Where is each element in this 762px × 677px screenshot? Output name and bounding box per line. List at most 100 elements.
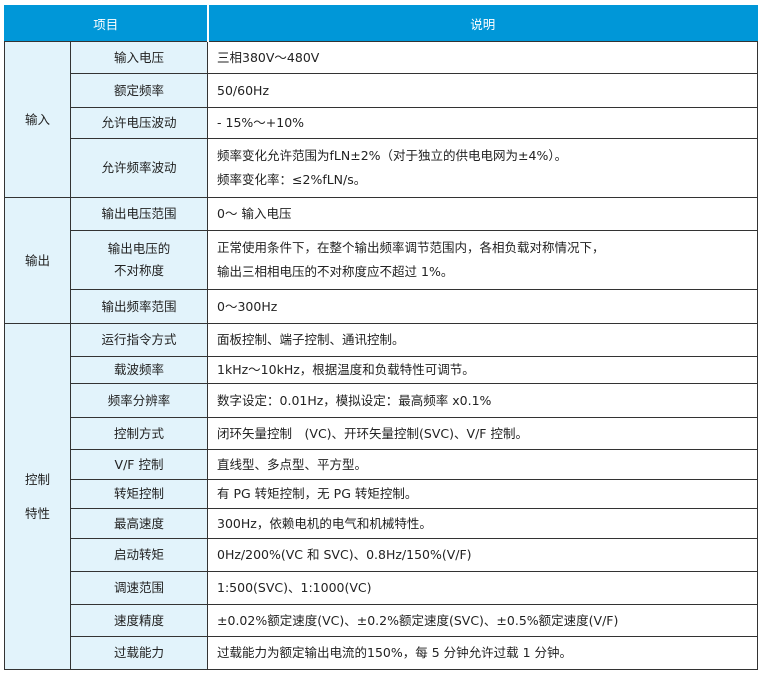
table-row: 允许电压波动 - 15%～+10% [5, 107, 758, 139]
text-line: 输出频率范围 [101, 298, 177, 314]
group-label: 输出 [4, 197, 71, 324]
text-line: 启动转矩 [114, 547, 165, 562]
text-line: 运行指令方式 [101, 332, 177, 347]
text-line: 最高速度 [114, 515, 165, 531]
item-description: 闭环矢量控制 (VC)、开环矢量控制(SVC)、V/F 控制。 [207, 417, 758, 450]
header-item: 项目 [3, 5, 209, 42]
item-label: 载波频率 [69, 356, 209, 384]
text-line: 允许电压波动 [101, 115, 177, 130]
table-row: 输入 输入电压 三相380V～480V [4, 41, 758, 198]
text-line: 面板控制、端子控制、通讯控制。 [217, 332, 405, 347]
text-line: - 15%～+10% [217, 115, 305, 130]
table-row: 速度精度 ±0.02%额定速度(VC)、±0.2%额定速度(SVC)、±0.5%额… [5, 604, 758, 637]
item-label: 调速范围 [69, 571, 209, 605]
item-description: 有 PG 转矩控制，无 PG 转矩控制。 [207, 479, 758, 509]
table-row: 启动转矩 0Hz/200%(VC 和 SVC)、0.8Hz/150%(V/F) [5, 538, 758, 572]
text-line: 控制方式 [114, 425, 165, 441]
item-description: 正常使用条件下，在整个输出频率调节范围内，各相负载对称情况下， 输出三相相电压的不… [207, 230, 758, 290]
text-line: 闭环矢量控制 (VC)、开环矢量控制(SVC)、V/F 控制。 [217, 425, 528, 441]
item-description: 300Hz，依赖电机的电气和机械特性。 [207, 508, 758, 539]
text-line: 1kHz～10kHz，根据温度和负载特性可调节。 [217, 362, 475, 377]
text-line: 频率变化允许范围为fLN±2%（对于独立的供电电网为±4%）。 [217, 148, 568, 163]
group-label: 输入 [4, 41, 71, 198]
table-row: 转矩控制 有 PG 转矩控制，无 PG 转矩控制。 [5, 479, 758, 509]
header-row: 项目 说明 [3, 5, 758, 42]
table-row: 控制特性 运行指令方式 面板控制、端子控制、通讯控制。 [4, 323, 758, 670]
text-line: 过载能力为额定输出电流的150%，每 5 分钟允许过载 1 分钟。 [217, 645, 573, 660]
item-description: 0～ 输入电压 [207, 197, 758, 231]
table-row: 允许频率波动 频率变化允许范围为fLN±2%（对于独立的供电电网为±4%）。 频率变… [5, 138, 758, 198]
item-label: 转矩控制 [69, 479, 209, 509]
table-row: 频率分辨率 数字设定：0.01Hz，模拟设定：最高频率 x0.1% [5, 383, 758, 418]
item-label: 输出电压范围 [69, 197, 209, 231]
text-line: 不对称度 [114, 263, 165, 278]
text-line: 载波频率 [114, 362, 165, 377]
text-line: 输出三相相电压的不对称度应不超过 1%。 [217, 264, 454, 279]
text-line: 1:500(SVC)、1:1000(VC) [217, 580, 372, 595]
text-line: 直线型、多点型、平方型。 [217, 456, 368, 472]
text-line: 速度精度 [114, 612, 165, 628]
table-row: 控制方式 闭环矢量控制 (VC)、开环矢量控制(SVC)、V/F 控制。 [5, 417, 758, 450]
text-line: 输出电压范围 [101, 206, 177, 221]
item-label: 最高速度 [69, 508, 209, 539]
item-description: 数字设定：0.01Hz，模拟设定：最高频率 x0.1% [207, 383, 758, 418]
item-label: 允许频率波动 [69, 138, 209, 198]
table-row: 额定频率 50/60Hz [5, 73, 758, 108]
item-label: 输入电压 [69, 41, 209, 74]
item-description: 面板控制、端子控制、通讯控制。 [207, 323, 758, 357]
text-line: ±0.02%额定速度(VC)、±0.2%额定速度(SVC)、±0.5%额定速度(… [217, 612, 619, 628]
item-label: 允许电压波动 [69, 107, 209, 139]
item-label: 运行指令方式 [69, 323, 209, 357]
item-description: - 15%～+10% [207, 107, 758, 139]
item-description: 过载能力为额定输出电流的150%，每 5 分钟允许过载 1 分钟。 [207, 636, 758, 670]
group-label: 控制 特性 [4, 323, 71, 670]
item-label: 额定频率 [69, 73, 209, 108]
item-description: 50/60Hz [207, 73, 758, 108]
text-line: 过载能力 [114, 645, 165, 660]
text-line: 频率分辨率 [107, 392, 171, 408]
item-description: 频率变化允许范围为fLN±2%（对于独立的供电电网为±4%）。 频率变化率：≤2%… [207, 138, 758, 198]
table-row: 最高速度 300Hz，依赖电机的电气和机械特性。 [5, 508, 758, 539]
text-line: 调速范围 [114, 580, 165, 595]
text-line: 0～ 输入电压 [217, 206, 292, 221]
table-row: 载波频率 1kHz～10kHz，根据温度和负载特性可调节。 [5, 356, 758, 384]
text-line: 额定频率 [114, 82, 165, 98]
spec-table: 项目 说明 输入 输入电压 三相380V～480V 额定频率 50/60Hz 允许电压波动… [3, 5, 758, 670]
text-line: 0～300Hz [217, 298, 278, 314]
item-label: 过载能力 [69, 636, 209, 670]
table-row: 输出电压的 不对称度 正常使用条件下，在整个输出频率调节范围内，各相负载对称情况下，… [5, 230, 758, 290]
item-label: 启动转矩 [69, 538, 209, 572]
text-line: 频率变化率：≤2%fLN/s。 [217, 172, 367, 187]
text-line: 数字设定：0.01Hz，模拟设定：最高频率 x0.1% [217, 392, 492, 408]
item-label: 速度精度 [69, 604, 209, 637]
item-label: 输出电压的 不对称度 [69, 230, 209, 290]
item-label: 频率分辨率 [69, 383, 209, 418]
text-line: V/F 控制 [114, 456, 164, 472]
item-description: 0～300Hz [207, 289, 758, 324]
table-row: 输出 输出电压范围 0～ 输入电压 [4, 197, 758, 324]
item-description: 直线型、多点型、平方型。 [207, 449, 758, 480]
table-row: V/F 控制 直线型、多点型、平方型。 [5, 449, 758, 480]
item-label: 控制方式 [69, 417, 209, 450]
table-row: 输出频率范围 0～300Hz [5, 289, 758, 324]
text-line: 控制 [24, 471, 50, 487]
header-desc: 说明 [206, 5, 758, 42]
text-line: 输出 [24, 252, 50, 268]
text-line: 允许频率波动 [101, 160, 177, 175]
text-line: 输入电压 [114, 49, 165, 65]
text-line: 输入 [24, 111, 50, 127]
text-line: 特性 [24, 505, 50, 521]
text-line: 50/60Hz [217, 82, 269, 98]
text-line: 正常使用条件下，在整个输出频率调节范围内，各相负载对称情况下， [217, 240, 605, 255]
table-row: 过载能力 过载能力为额定输出电流的150%，每 5 分钟允许过载 1 分钟。 [5, 636, 758, 670]
item-description: 1kHz～10kHz，根据温度和负载特性可调节。 [207, 356, 758, 384]
item-description: ±0.02%额定速度(VC)、±0.2%额定速度(SVC)、±0.5%额定速度(… [207, 604, 758, 637]
text-line: 输出电压的 [107, 241, 171, 256]
item-description: 三相380V～480V [207, 41, 758, 74]
table-row: 调速范围 1:500(SVC)、1:1000(VC) [5, 571, 758, 605]
text-line: 转矩控制 [114, 486, 165, 501]
item-label: V/F 控制 [69, 449, 209, 480]
item-label: 输出频率范围 [69, 289, 209, 324]
text-line: 三相380V～480V [217, 49, 320, 65]
text-line: 0Hz/200%(VC 和 SVC)、0.8Hz/150%(V/F) [217, 547, 472, 562]
